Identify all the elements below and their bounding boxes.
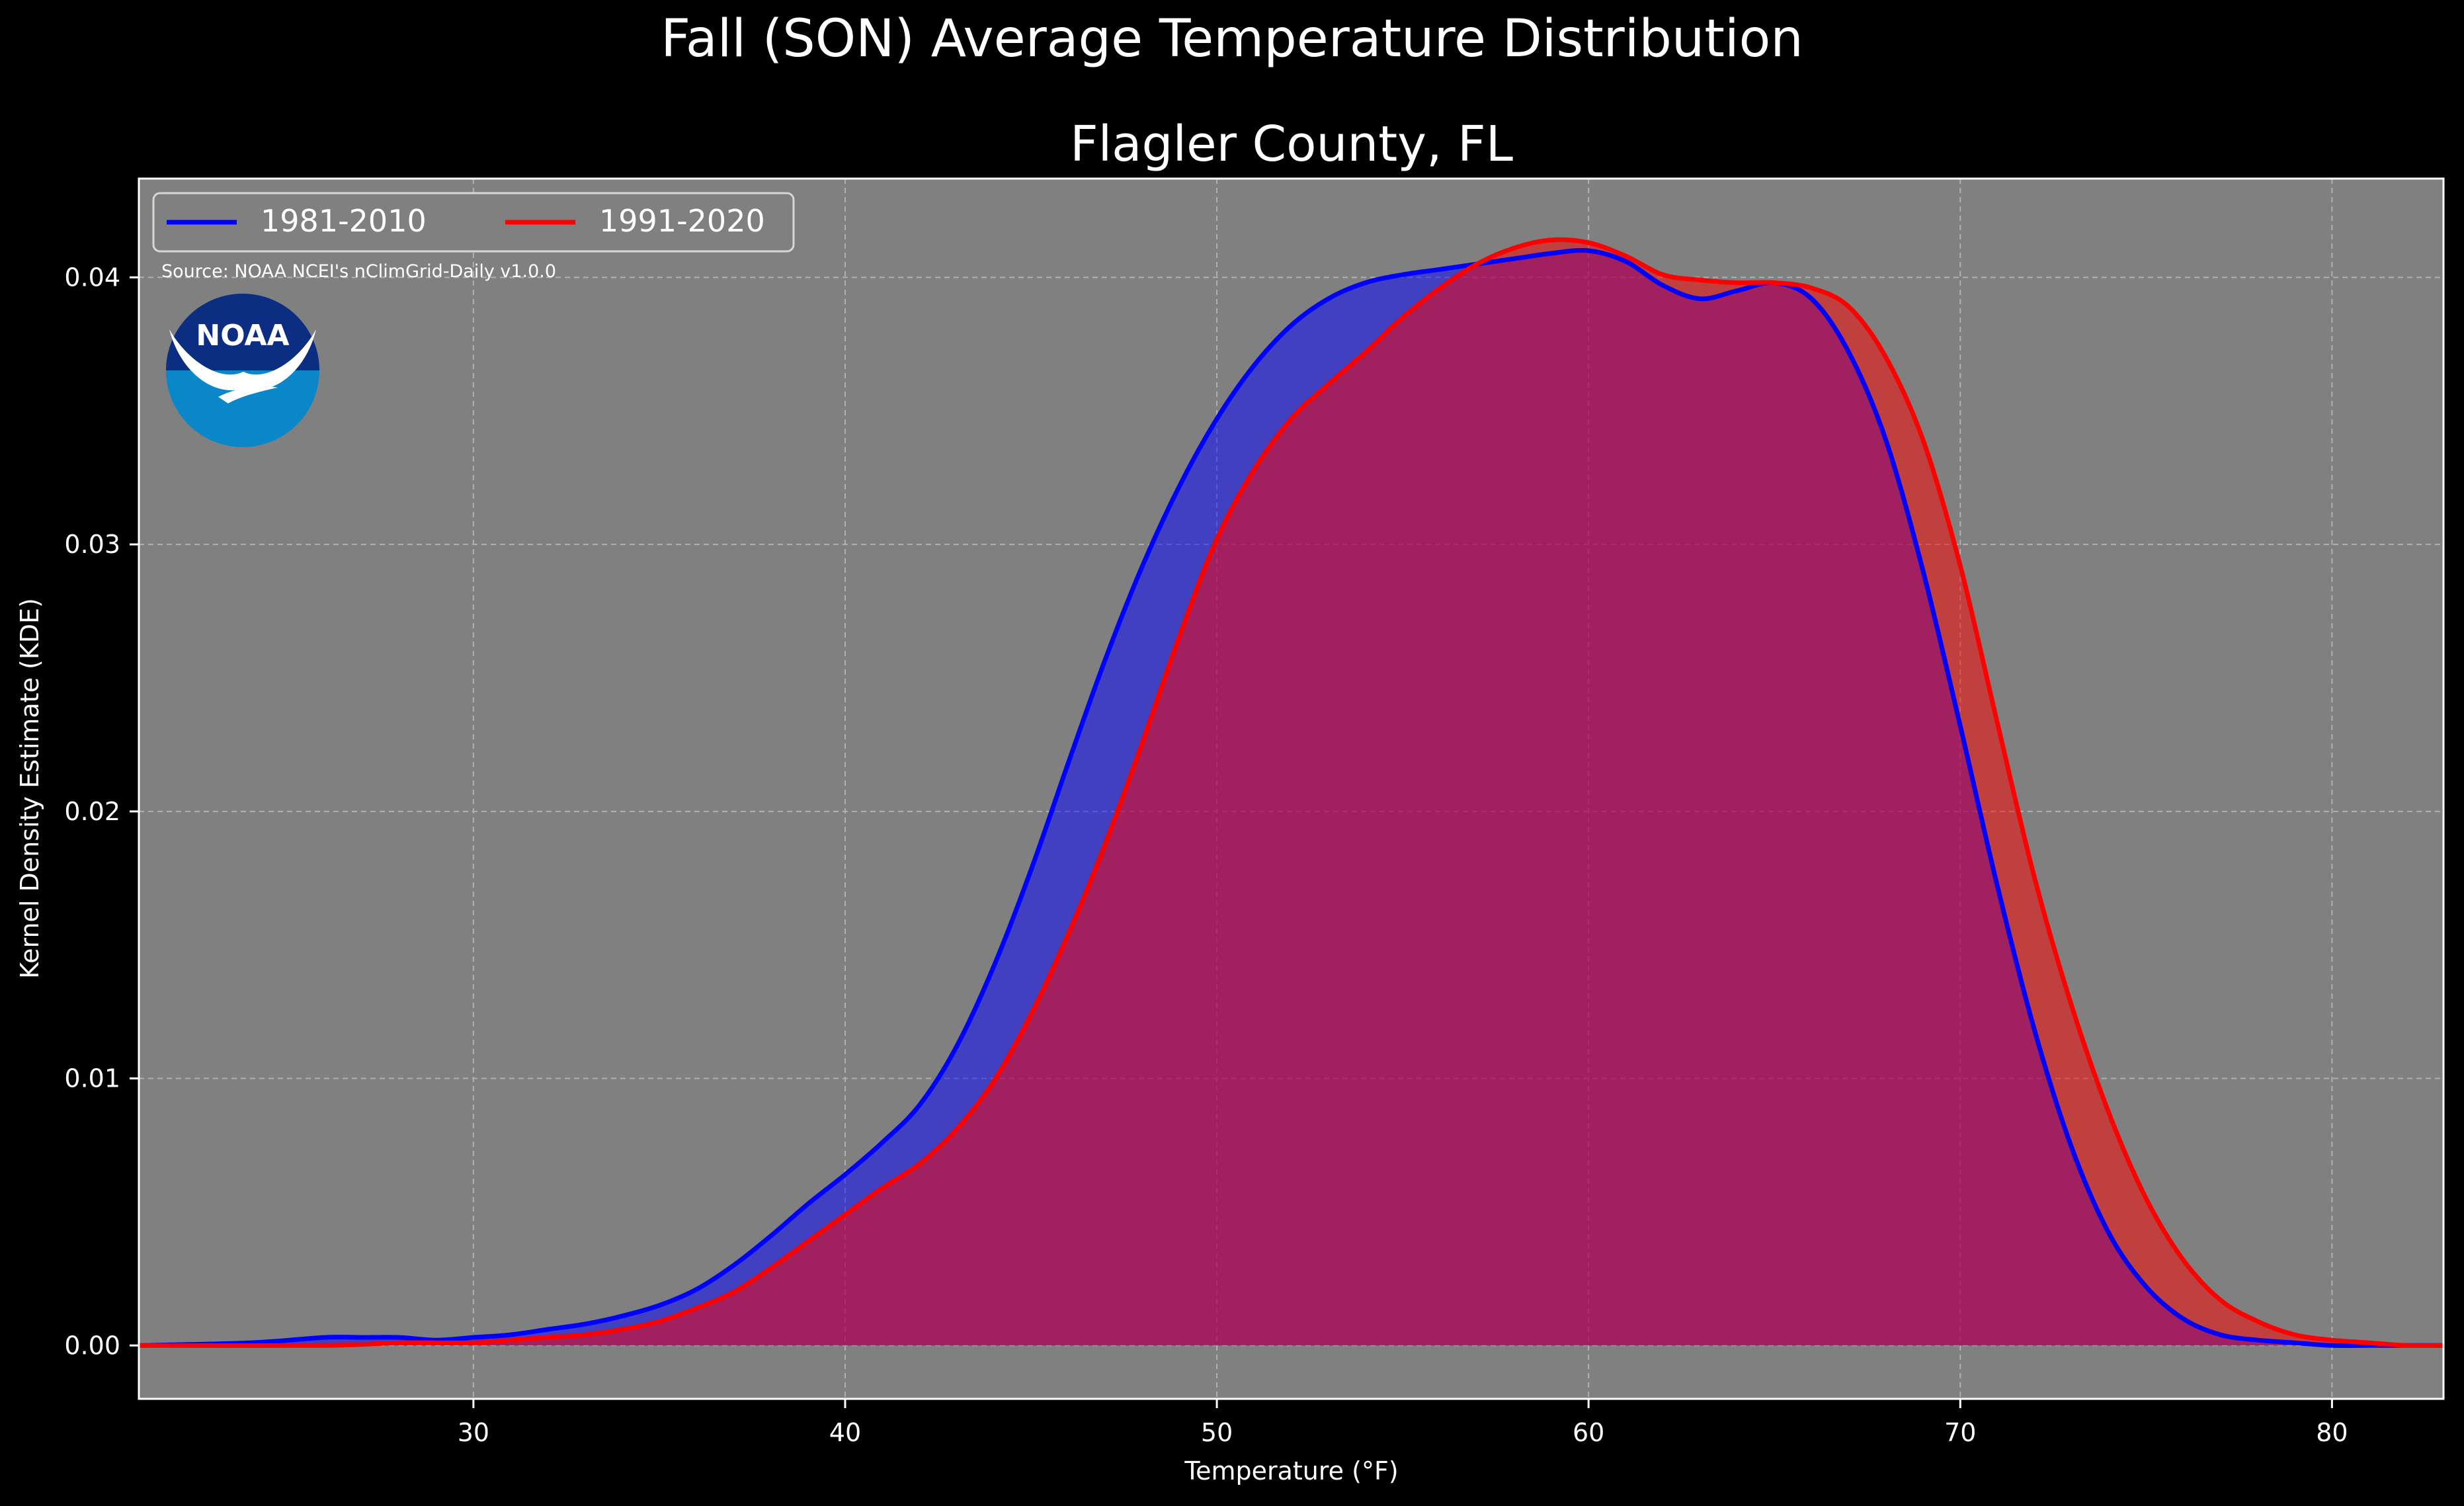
y-tick-label: 0.03 — [64, 530, 120, 559]
x-axis-label: Temperature (°F) — [1184, 1456, 1398, 1485]
y-axis-label: Kernel Density Estimate (KDE) — [15, 598, 44, 979]
legend: 1981-2010 1991-2020 — [152, 192, 795, 253]
legend-box — [152, 192, 795, 253]
y-tick-label: 0.04 — [64, 263, 120, 292]
y-tick-label: 0.01 — [64, 1064, 120, 1093]
noaa-logo-icon: NOAA — [166, 294, 319, 447]
y-axis-ticks: 0.00 0.01 0.02 0.03 0.04 — [64, 263, 139, 1360]
series-line-1981-2010 — [138, 248, 2443, 1349]
x-tick-label: 60 — [1573, 1418, 1604, 1447]
series-line-1991-2020 — [138, 237, 2444, 1349]
source-note: Source: NOAA NCEI's nClimGrid-Daily v1.0… — [161, 261, 556, 282]
y-tick-label: 0.00 — [64, 1331, 120, 1360]
plot-frame — [138, 177, 2445, 1400]
chart-suptitle: Fall (SON) Average Temperature Distribut… — [661, 9, 1803, 69]
x-axis-ticks: 30 40 50 60 70 80 — [458, 1399, 2348, 1447]
x-tick-label: 30 — [458, 1418, 489, 1447]
noaa-logo-text: NOAA — [196, 319, 289, 353]
series-areas — [139, 239, 2443, 1346]
x-tick-label: 70 — [1944, 1418, 1976, 1447]
legend-label-1991-2020: 1991-2020 — [599, 203, 765, 239]
series-area-1991-2020 — [139, 239, 2443, 1346]
x-tick-label: 40 — [829, 1418, 861, 1447]
x-tick-label: 80 — [2316, 1418, 2348, 1447]
chart-title: Flagler County, FL — [1070, 116, 1513, 173]
series-lines — [138, 237, 2444, 1349]
legend-label-1981-2010: 1981-2010 — [261, 203, 427, 239]
x-tick-label: 50 — [1201, 1418, 1233, 1447]
y-tick-label: 0.02 — [64, 797, 120, 826]
